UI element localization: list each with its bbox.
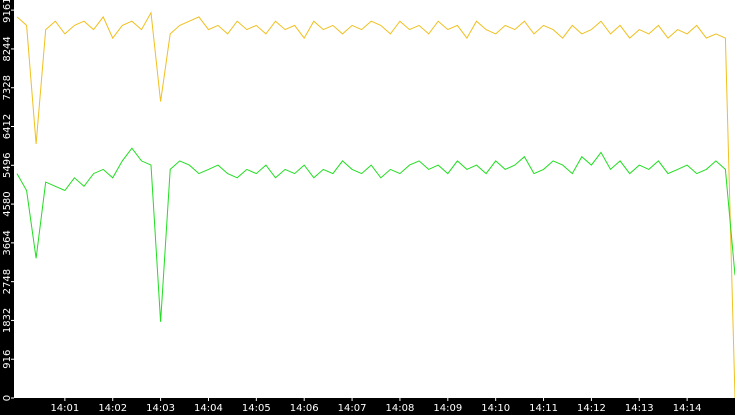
y-tick-label: 2748 [2,269,13,294]
x-tick-label: 14:06 [290,403,319,414]
y-tick-label: 3664 [2,230,13,255]
y-axis-strip [0,0,14,415]
x-tick-label: 14:08 [386,403,415,414]
series-line [16,147,735,322]
x-tick-label: 14:02 [98,403,127,414]
x-tick-label: 14:05 [242,403,271,414]
y-tick-label: 8244 [2,36,13,61]
y-tick-label: 4580 [2,191,13,216]
y-tick-label: 6412 [2,114,13,139]
x-tick-label: 14:03 [146,403,175,414]
x-tick-label: 14:11 [529,403,558,414]
x-tick-label: 14:14 [673,403,702,414]
x-tick-label: 14:09 [433,403,462,414]
x-tick-label: 14:12 [577,403,606,414]
series-line [16,11,735,399]
x-tick-label: 14:04 [194,403,223,414]
x-tick-label: 14:07 [338,403,367,414]
y-tick-label: 5496 [2,153,13,178]
y-tick-label: 7328 [2,75,13,100]
x-tick-label: 14:13 [625,403,654,414]
x-tick-label: 14:10 [481,403,510,414]
x-axis-strip [0,398,735,415]
y-tick-label: 9161 [2,0,13,23]
y-tick-label: 0 [2,395,13,401]
x-tick-label: 14:01 [50,403,79,414]
y-tick-label: 916 [2,350,13,369]
y-tick-label: 1832 [2,308,13,333]
